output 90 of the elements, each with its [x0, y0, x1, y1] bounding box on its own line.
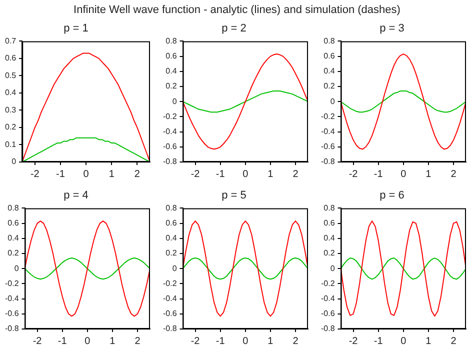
x-tick-label: -1	[56, 168, 66, 180]
y-tick-label: 0.8	[8, 203, 20, 212]
x-tick-label: -2	[190, 168, 200, 180]
y-tick-label: -0.6	[162, 309, 178, 318]
y-tick-label: 0.4	[324, 234, 336, 243]
y-tick-label: 0.6	[8, 218, 20, 228]
chart-title: p = 4	[64, 190, 88, 202]
chart-title: p = 5	[222, 190, 246, 202]
y-tick-label: -0.2	[162, 278, 178, 288]
y-tick-label: 0.8	[166, 36, 178, 46]
y-tick-label: -0.4	[320, 127, 336, 136]
x-tick-label: -2	[348, 336, 358, 347]
chart-title: p = 6	[380, 190, 404, 202]
x-tick-label: 0	[83, 168, 90, 180]
y-tick-label: 0.2	[166, 248, 178, 258]
y-tick-label: -0.8	[162, 324, 178, 334]
x-tick-label: -1	[216, 336, 226, 347]
y-tick-label: -0.6	[162, 142, 178, 152]
y-tick-label: 0.8	[166, 203, 178, 212]
y-tick-label: 0	[330, 96, 336, 106]
y-tick-label: 0.8	[324, 203, 336, 212]
y-tick-label: 0	[172, 264, 178, 273]
x-tick-label: 0	[400, 336, 407, 347]
y-tick-label: -0.4	[162, 294, 178, 304]
x-tick-label: 1	[426, 336, 432, 347]
y-tick-label: 0	[14, 264, 20, 273]
y-tick-label: -0.4	[162, 127, 178, 136]
y-tick-label: 0.4	[166, 234, 178, 243]
y-tick-label: 0.1	[4, 140, 17, 149]
x-tick-label: 1	[268, 168, 274, 180]
y-tick-label: 0.6	[4, 54, 17, 63]
y-tick-label: 0.7	[4, 36, 17, 46]
y-tick-label: 0.2	[324, 248, 336, 258]
y-tick-label: 0	[12, 157, 17, 166]
y-tick-label: 0.4	[166, 66, 178, 76]
y-tick-label: -0.6	[320, 309, 336, 318]
y-tick-label: -0.8	[4, 324, 20, 334]
y-tick-label: 0.6	[166, 218, 178, 228]
y-tick-label: 0.5	[4, 70, 17, 80]
y-tick-label: 0.2	[166, 82, 178, 91]
y-tick-label: 0.2	[4, 122, 17, 132]
y-tick-label: -0.8	[162, 157, 178, 166]
y-tick-label: -0.4	[320, 294, 336, 304]
y-tick-label: 0.8	[324, 36, 336, 46]
y-tick-label: -0.2	[162, 112, 178, 121]
x-tick-label: 2	[450, 168, 457, 180]
y-tick-label: -0.8	[320, 157, 336, 166]
x-tick-label: 1	[110, 336, 116, 347]
x-tick-label: 1	[108, 168, 115, 180]
y-tick-label: 0.4	[4, 88, 17, 98]
x-tick-label: 1	[268, 336, 274, 347]
y-tick-label: 0.4	[324, 66, 336, 76]
x-tick-label: 0	[242, 336, 249, 347]
x-tick-label: -2	[348, 168, 358, 180]
x-tick-label: -1	[58, 336, 68, 347]
y-tick-label: -0.2	[320, 278, 336, 288]
x-tick-label: 2	[134, 168, 140, 180]
chart-title: p = 1	[64, 22, 88, 35]
x-tick-label: -2	[30, 168, 40, 180]
x-tick-label: 0	[242, 168, 249, 180]
x-tick-label: -2	[190, 336, 200, 347]
chart-title: p = 2	[222, 22, 246, 35]
y-tick-label: 0	[330, 264, 336, 273]
y-tick-label: -0.6	[320, 142, 336, 152]
y-tick-label: 0.3	[4, 105, 17, 114]
y-tick-label: 0.6	[324, 52, 336, 61]
x-tick-label: -1	[216, 168, 226, 180]
x-tick-label: -1	[374, 168, 384, 180]
y-tick-label: 0.2	[324, 82, 336, 91]
y-tick-label: -0.2	[320, 112, 336, 121]
x-tick-label: 2	[292, 168, 299, 180]
y-tick-label: -0.8	[320, 324, 336, 334]
y-tick-label: 0.6	[166, 52, 178, 61]
x-tick-label: 0	[400, 168, 407, 180]
x-tick-label: 1	[426, 168, 432, 180]
text: Infinite Well wave function - analytic (lines) and simulation (dashes)	[72, 3, 402, 18]
y-tick-label: -0.4	[4, 294, 20, 304]
x-tick-label: -1	[374, 336, 384, 347]
x-tick-label: 2	[134, 336, 141, 347]
x-tick-label: 2	[450, 336, 457, 347]
y-tick-label: 0.6	[324, 218, 336, 228]
y-tick-label: -0.2	[4, 278, 20, 288]
x-tick-label: -2	[32, 336, 42, 347]
chart-title: p = 3	[380, 22, 404, 35]
y-tick-label: 0	[172, 96, 178, 106]
x-tick-label: 0	[84, 336, 91, 347]
y-tick-label: -0.6	[4, 309, 20, 318]
x-tick-label: 2	[292, 336, 299, 347]
y-tick-label: 0.4	[8, 234, 20, 243]
y-tick-label: 0.2	[8, 248, 20, 258]
